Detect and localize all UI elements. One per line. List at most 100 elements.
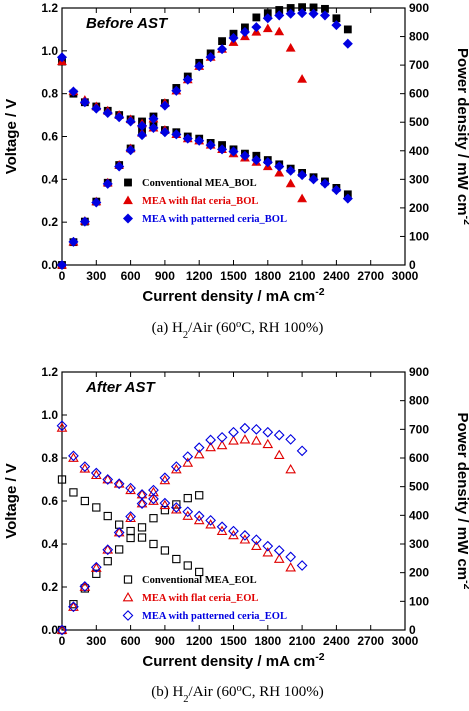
y2-tick-label: 400 — [409, 508, 429, 522]
voltage-point — [342, 193, 353, 204]
voltage-point — [79, 463, 91, 473]
legend-label: MEA with flat ceria_EOL — [142, 593, 258, 604]
y2-tick-label: 100 — [409, 594, 429, 608]
power-point — [205, 52, 216, 63]
power-point — [159, 100, 170, 111]
power-point — [136, 498, 148, 508]
voltage-point — [205, 514, 217, 526]
power-point — [148, 484, 159, 496]
voltage-point — [297, 193, 308, 203]
voltage-point — [274, 161, 285, 172]
legend: Conventional MEA_BOL MEA with flat ceria_… — [122, 178, 287, 225]
x-tick-label: 2400 — [323, 634, 350, 648]
y2-axis-title: Power density / mW cm-2 — [454, 413, 469, 590]
chart-panel-1: 0 300 600 900 1200 1500 1800 2100 2400 2700 30000.… — [3, 1, 469, 341]
power-point — [216, 431, 228, 443]
power-point — [205, 441, 216, 452]
legend-label: Conventional MEA_EOL — [142, 575, 257, 586]
power-point — [113, 527, 125, 538]
voltage-point — [216, 525, 228, 535]
voltage-point — [183, 561, 192, 570]
voltage-point — [182, 510, 194, 520]
voltage-point — [193, 510, 205, 522]
voltage-point — [217, 144, 228, 155]
voltage-point — [285, 165, 296, 176]
voltage-point — [273, 545, 285, 556]
y-tick-label: 0.8 — [41, 451, 58, 465]
voltage-point — [148, 122, 159, 133]
power-point — [251, 435, 262, 445]
y-tick-label: 0.0 — [41, 623, 58, 637]
legend-marker — [123, 195, 133, 205]
power-point — [56, 624, 68, 634]
voltage-point — [102, 107, 113, 118]
legend: Conventional MEA_EOL MEA with flat ceria_… — [122, 575, 287, 622]
voltage-point — [148, 493, 159, 505]
power-point — [160, 506, 170, 515]
y-tick-label: 0.8 — [41, 87, 58, 101]
y2-tick-label: 500 — [409, 115, 429, 129]
y-tick-label: 0.0 — [41, 258, 58, 272]
power-point — [285, 433, 297, 445]
legend-marker — [123, 575, 133, 584]
voltage-point — [262, 540, 274, 552]
x-tick-label: 300 — [86, 269, 106, 283]
y2-tick-label: 900 — [409, 1, 429, 15]
power-point — [183, 493, 192, 503]
power-point — [172, 500, 181, 509]
y2-tick-label: 100 — [409, 229, 429, 243]
y2-tick-label: 500 — [409, 480, 429, 494]
power-point — [319, 10, 330, 21]
voltage-point — [205, 519, 216, 529]
voltage-point — [194, 135, 205, 146]
power-point — [262, 13, 273, 24]
power-point — [126, 533, 135, 543]
power-point — [91, 197, 102, 208]
voltage-point — [331, 185, 342, 196]
power-point — [296, 445, 308, 457]
x-tick-label: 2700 — [357, 634, 384, 648]
y-tick-label: 0.6 — [41, 494, 58, 508]
series-3 — [56, 420, 308, 636]
power-point — [69, 600, 78, 609]
voltage-point — [79, 97, 90, 108]
voltage-point — [250, 534, 262, 546]
voltage-point — [113, 478, 125, 490]
legend-label: MEA with flat ceria_BOL — [142, 196, 258, 207]
voltage-point — [285, 178, 296, 188]
power-point — [113, 527, 125, 537]
power-point — [239, 26, 250, 38]
y2-tick-label: 200 — [409, 201, 429, 215]
y-axis-title: Voltage / V — [3, 463, 20, 539]
x-tick-label: 1800 — [254, 269, 281, 283]
power-point — [205, 434, 217, 446]
y-tick-label: 1.2 — [41, 1, 58, 15]
voltage-point — [114, 112, 125, 123]
power-point — [195, 491, 204, 500]
voltage-point — [171, 129, 182, 140]
power-point — [273, 429, 285, 441]
voltage-point — [103, 511, 112, 521]
voltage-point — [228, 529, 239, 540]
x-tick-label: 3000 — [392, 634, 419, 648]
power-point — [262, 426, 274, 438]
plot-frame — [61, 7, 406, 266]
y2-tick-label: 800 — [409, 30, 429, 44]
y2-tick-label: 900 — [409, 365, 429, 379]
legend-marker — [124, 178, 132, 187]
legend-marker — [122, 610, 134, 621]
voltage-point — [182, 506, 194, 518]
voltage-point — [113, 478, 125, 488]
figure-caption: (b) H2/Air (60oC, RH 100%) — [151, 683, 324, 705]
x-tick-label: 0 — [59, 269, 66, 283]
y2-tick-label: 600 — [409, 87, 429, 101]
y2-tick-label: 300 — [409, 172, 429, 186]
x-axis-title: Current density / mA cm-2 — [142, 651, 324, 670]
power-point — [228, 426, 239, 438]
voltage-point — [285, 562, 297, 572]
voltage-point — [125, 116, 136, 127]
voltage-point — [56, 422, 68, 432]
power-point — [343, 25, 352, 34]
power-point — [56, 624, 68, 636]
voltage-point — [90, 469, 102, 480]
